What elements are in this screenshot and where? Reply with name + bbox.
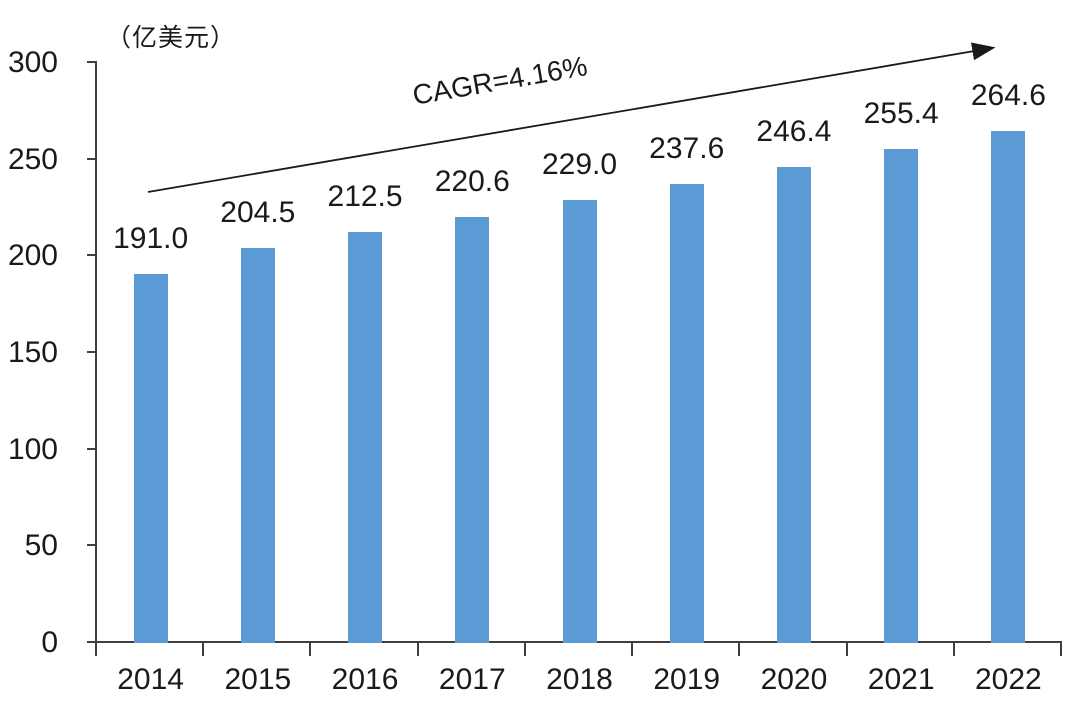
y-axis-tick-label: 100 <box>7 432 58 466</box>
bar-2015 <box>240 247 275 643</box>
bar-2022 <box>991 131 1026 643</box>
y-axis-tick-label: 250 <box>7 142 58 176</box>
bar-2019 <box>669 183 704 643</box>
bar-value-label: 229.0 <box>541 148 618 182</box>
y-axis-tick <box>87 351 97 353</box>
x-axis-category-label: 2020 <box>760 663 828 696</box>
y-axis-tick <box>87 61 97 63</box>
x-axis-category-label: 2017 <box>438 663 506 696</box>
y-axis-line <box>95 63 97 643</box>
x-axis-tick <box>631 641 634 656</box>
bar-value-label: 237.6 <box>649 131 725 165</box>
bar-value-label: 255.4 <box>863 97 939 131</box>
bar-2017 <box>455 216 490 643</box>
x-axis-category-label: 2015 <box>224 663 292 696</box>
x-axis-tick <box>952 641 955 656</box>
x-axis-tick <box>845 641 848 656</box>
y-axis-tick <box>87 157 97 160</box>
x-axis-tick <box>309 641 312 656</box>
x-axis-category-label: 2018 <box>546 663 613 696</box>
y-axis-tick <box>87 254 97 257</box>
x-axis-tick <box>416 641 419 656</box>
y-axis-unit-label: （亿美元） <box>106 24 237 52</box>
y-axis-tick-label: 200 <box>7 239 58 273</box>
x-axis-category-label: 2016 <box>331 663 399 696</box>
bar-2016 <box>348 232 383 643</box>
bar-value-label: 246.4 <box>756 114 832 148</box>
x-axis-category-label: 2019 <box>653 663 721 696</box>
bar-value-label: 264.6 <box>970 79 1046 113</box>
bar-value-label: 204.5 <box>220 195 296 229</box>
bar-2020 <box>776 166 811 643</box>
bar-value-label: 212.5 <box>327 180 403 214</box>
x-axis-category-label: 2022 <box>975 663 1042 696</box>
bar-value-label: 191.0 <box>113 221 189 255</box>
bar-2018 <box>562 200 597 643</box>
y-axis-tick-label: 150 <box>7 336 58 369</box>
cagr-annotation: CAGR=4.16% <box>410 50 590 111</box>
x-axis-category-label: 2021 <box>867 663 935 696</box>
x-axis-tick <box>95 641 97 656</box>
bar-2014 <box>133 273 168 643</box>
y-axis-tick <box>87 447 97 450</box>
y-axis-tick-label: 0 <box>41 626 58 659</box>
x-axis-tick <box>738 641 741 656</box>
bar-value-label: 220.6 <box>434 164 510 198</box>
y-axis-tick <box>87 544 97 547</box>
x-axis-tick <box>202 641 205 656</box>
x-axis-category-label: 2014 <box>117 663 184 696</box>
y-axis-tick-label: 300 <box>7 46 58 79</box>
x-axis-tick <box>523 641 526 656</box>
bar-2021 <box>884 149 919 643</box>
y-axis-tick-label: 50 <box>24 529 58 563</box>
x-axis-tick <box>1060 641 1062 656</box>
